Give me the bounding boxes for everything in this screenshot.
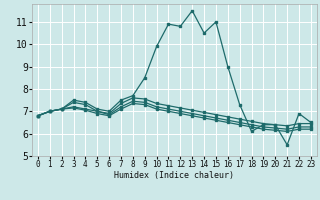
X-axis label: Humidex (Indice chaleur): Humidex (Indice chaleur) [115,171,234,180]
